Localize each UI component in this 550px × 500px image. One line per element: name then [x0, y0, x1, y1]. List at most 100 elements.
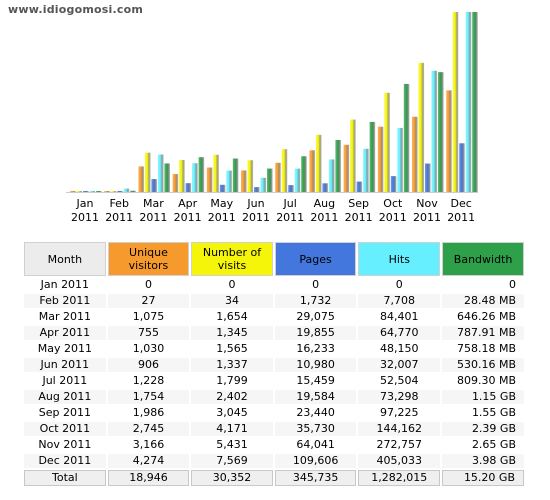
bar-bandwidth-dec-2011 — [472, 12, 478, 192]
table-row: Mar 2011 1,075 1,654 29,075 84,401 646.26 MB — [24, 310, 524, 324]
cell-visits: 1,654 — [216, 310, 248, 323]
bar-unique-visitors-may-2011 — [206, 167, 213, 192]
cell-visits: 5,431 — [216, 438, 248, 451]
x-tick-label: 2011 — [413, 211, 441, 224]
cell-bandwidth: 1.15 GB — [442, 390, 524, 404]
cell-hits: 48,150 — [380, 342, 419, 355]
cell-month: Jun 2011 — [24, 358, 106, 372]
x-tick-label: Nov — [416, 197, 438, 210]
x-tick-label: Jun — [246, 197, 264, 210]
cell-hits: 97,225 — [380, 406, 419, 419]
cell-month: Mar 2011 — [38, 310, 91, 323]
bar-unique-visitors-jul-2011 — [275, 162, 281, 192]
table-row: Aug 2011 1,754 2,402 19,584 73,298 1.15 GB — [24, 390, 524, 404]
bar-pages-jan-2011 — [83, 191, 89, 192]
cell-pages: 10,980 — [274, 358, 357, 372]
cell-hits: 73,298 — [358, 390, 441, 404]
cell-unique: 906 — [107, 358, 190, 372]
bar-bandwidth-mar-2011 — [164, 163, 170, 192]
table-row: Nov 2011 3,166 5,431 64,041 272,757 2.65 GB — [24, 438, 524, 452]
x-tick-label: Oct — [383, 197, 403, 210]
x-tick-label: Aug — [314, 197, 335, 210]
cell-visits: 1,565 — [216, 342, 248, 355]
cell-unique: 1,986 — [132, 406, 165, 419]
cell-bandwidth: 1.55 GB — [471, 406, 516, 419]
x-tick-label: 2011 — [379, 211, 407, 224]
bar-number-of-visits-apr-2011 — [179, 160, 185, 192]
x-tick-label: 2011 — [242, 211, 270, 224]
bar-number-of-visits-feb-2011 — [110, 191, 117, 192]
bar-number-of-visits-oct-2011 — [384, 92, 390, 192]
bar-number-of-visits-nov-2011 — [418, 62, 425, 193]
header-hits: Hits — [358, 242, 441, 276]
x-tick-label: 2011 — [276, 211, 304, 224]
bar-pages-jul-2011 — [288, 185, 294, 192]
bar-pages-dec-2011 — [459, 143, 465, 192]
cell-pages: 15,459 — [296, 374, 335, 387]
cell-hits: 405,033 — [358, 454, 441, 468]
bar-pages-oct-2011 — [390, 176, 397, 192]
total-unique: 18,946 — [107, 470, 190, 486]
x-tick-label: Jul — [283, 197, 297, 210]
bar-number-of-visits-may-2011 — [213, 154, 219, 192]
cell-month: Jul 2011 — [42, 374, 88, 387]
cell-unique: 1,030 — [132, 342, 165, 355]
cell-bandwidth: 787.91 MB — [442, 326, 524, 340]
table-row: Dec 2011 4,274 7,569 109,606 405,033 3.98 GB — [24, 454, 524, 468]
header-pages: Pages — [274, 242, 357, 276]
cell-month: May 2011 — [37, 342, 92, 355]
cell-pages: 19,584 — [274, 390, 357, 404]
bar-hits-apr-2011 — [192, 163, 198, 192]
bar-bandwidth-feb-2011 — [130, 190, 136, 192]
cell-month: Apr 2011 — [24, 326, 106, 340]
monthly-stats-table: Month Unique visitors Number of visits P… — [22, 240, 526, 488]
bar-hits-jan-2011 — [89, 191, 96, 192]
table-row: May 2011 1,030 1,565 16,233 48,150 758.18 MB — [24, 342, 524, 356]
cell-bandwidth: 0 — [509, 278, 516, 291]
x-tick-label: 2011 — [105, 211, 133, 224]
x-tick-label: Mar — [143, 197, 164, 210]
bar-unique-visitors-mar-2011 — [138, 166, 144, 192]
cell-month: Jan 2011 — [40, 278, 90, 291]
table-row: Jul 2011 1,228 1,799 15,459 52,504 809.30 MB — [24, 374, 524, 388]
x-tick-label: May — [210, 197, 233, 210]
bar-bandwidth-may-2011 — [232, 158, 239, 192]
bar-unique-visitors-apr-2011 — [172, 174, 179, 192]
bar-pages-may-2011 — [219, 184, 226, 192]
bar-pages-mar-2011 — [151, 179, 157, 192]
x-tick-label: Feb — [109, 197, 128, 210]
bar-hits-sep-2011 — [363, 148, 369, 192]
cell-visits: 1,799 — [216, 374, 248, 387]
bar-bandwidth-jun-2011 — [267, 168, 273, 192]
header-unique-visitors: Unique visitors — [107, 242, 190, 276]
cell-visits: 34 — [191, 294, 273, 308]
cell-unique: 3,166 — [132, 438, 165, 451]
x-tick-label: 2011 — [208, 211, 236, 224]
cell-bandwidth: 809.30 MB — [456, 374, 516, 387]
bar-hits-nov-2011 — [431, 70, 438, 192]
cell-hits: 144,162 — [358, 422, 441, 436]
cell-pages: 23,440 — [296, 406, 335, 419]
cell-pages: 35,730 — [274, 422, 357, 436]
bar-number-of-visits-jun-2011 — [247, 160, 254, 192]
bar-number-of-visits-dec-2011 — [452, 12, 459, 192]
cell-month: Sep 2011 — [38, 406, 91, 419]
bar-bandwidth-sep-2011 — [369, 121, 376, 192]
bar-hits-aug-2011 — [328, 159, 335, 192]
bar-bandwidth-apr-2011 — [198, 157, 205, 192]
cell-visits: 7,569 — [191, 454, 273, 468]
bar-pages-aug-2011 — [322, 183, 328, 192]
cell-month: Dec 2011 — [24, 454, 106, 468]
cell-visits: 1,337 — [191, 358, 273, 372]
table-row: Jun 2011 906 1,337 10,980 32,007 530.16 MB — [24, 358, 524, 372]
cell-unique: 1,075 — [132, 310, 165, 323]
x-tick-label: 2011 — [447, 211, 475, 224]
cell-pages: 16,233 — [296, 342, 335, 355]
header-bandwidth: Bandwidth — [442, 242, 524, 276]
cell-pages: 29,075 — [296, 310, 335, 323]
bar-bandwidth-jan-2011 — [96, 191, 102, 192]
x-tick-label: 2011 — [345, 211, 373, 224]
table-row: Oct 2011 2,745 4,171 35,730 144,162 2.39 GB — [24, 422, 524, 436]
cell-bandwidth: 758.18 MB — [456, 342, 516, 355]
bar-hits-jul-2011 — [294, 168, 301, 192]
